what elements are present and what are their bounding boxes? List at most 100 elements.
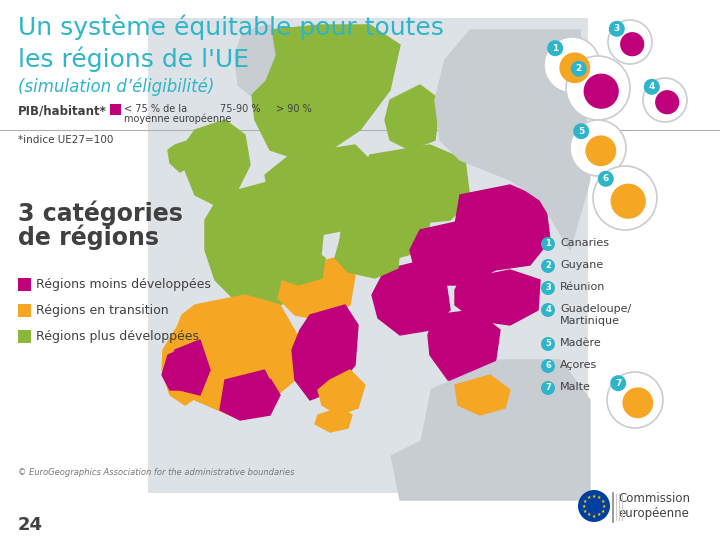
Text: 4: 4 [545,306,551,314]
Text: Guyane: Guyane [560,260,603,270]
Polygon shape [235,25,275,95]
FancyBboxPatch shape [18,304,31,317]
Text: Régions en transition: Régions en transition [36,304,168,317]
Text: ★: ★ [602,503,606,509]
Text: 4: 4 [649,82,655,91]
Text: ★: ★ [583,509,588,514]
Text: ★: ★ [587,512,591,517]
Text: Açores: Açores [560,360,598,370]
Text: 3: 3 [545,284,551,293]
Text: ★: ★ [597,495,601,500]
FancyBboxPatch shape [206,104,217,115]
Text: 24: 24 [18,516,43,534]
Circle shape [566,56,630,120]
Text: ★: ★ [600,509,605,514]
Polygon shape [250,25,400,160]
Text: *indice UE27=100: *indice UE27=100 [18,135,113,145]
Circle shape [593,166,657,230]
Circle shape [541,259,555,273]
Text: 2: 2 [545,261,551,271]
Text: Un système équitable pour toutes: Un système équitable pour toutes [18,14,444,39]
Polygon shape [272,370,430,460]
Text: PIB/habitant*: PIB/habitant* [18,105,107,118]
Text: Canaries: Canaries [560,238,609,248]
Circle shape [585,136,616,166]
Text: 5: 5 [545,340,551,348]
Polygon shape [455,270,540,325]
Polygon shape [162,320,205,405]
Circle shape [559,52,590,83]
Polygon shape [162,348,192,390]
Text: de régions: de régions [18,225,159,251]
Polygon shape [385,85,440,150]
FancyBboxPatch shape [18,330,31,343]
Text: ★: ★ [583,498,588,503]
Circle shape [541,381,555,395]
Text: 2: 2 [576,64,582,73]
Text: ★: ★ [600,498,605,503]
Circle shape [547,40,563,56]
Text: 7: 7 [615,379,621,388]
Text: 3 catégories: 3 catégories [18,200,183,226]
Polygon shape [340,210,430,260]
Circle shape [541,303,555,317]
Text: 1: 1 [552,44,558,53]
Polygon shape [428,310,500,385]
Text: Régions moins développées: Régions moins développées [36,278,211,291]
Circle shape [573,123,589,139]
Polygon shape [278,248,325,285]
Polygon shape [172,295,300,415]
Polygon shape [205,180,325,310]
Text: Régions plus développées: Régions plus développées [36,330,199,343]
FancyBboxPatch shape [18,278,31,291]
Text: Commission
européenne: Commission européenne [618,492,690,520]
Polygon shape [292,305,358,400]
Text: Madère: Madère [560,338,602,348]
Polygon shape [410,220,495,285]
Polygon shape [455,375,510,415]
FancyBboxPatch shape [110,104,121,115]
Circle shape [608,20,652,64]
Polygon shape [390,360,590,500]
Text: 5: 5 [578,127,585,136]
Polygon shape [220,370,280,420]
Circle shape [655,90,679,114]
FancyBboxPatch shape [262,104,273,115]
Circle shape [584,73,618,109]
Polygon shape [318,370,365,415]
Text: (simulation d’éligibilité): (simulation d’éligibilité) [18,78,215,97]
Polygon shape [372,260,450,335]
Text: Malte: Malte [560,382,591,392]
Text: 6: 6 [603,174,609,183]
Circle shape [607,372,663,428]
Polygon shape [455,185,550,270]
Circle shape [620,32,644,56]
Text: ★: ★ [592,514,596,518]
Polygon shape [335,230,400,278]
Circle shape [541,281,555,295]
Text: 7: 7 [545,383,551,393]
Text: 75-90 %: 75-90 % [220,104,261,114]
Polygon shape [315,408,352,432]
Polygon shape [262,335,290,378]
Polygon shape [435,30,590,250]
Text: les régions de l'UE: les régions de l'UE [18,46,249,71]
Circle shape [611,375,626,391]
Polygon shape [278,258,355,320]
Circle shape [611,184,646,219]
Circle shape [643,78,687,122]
Circle shape [544,37,600,93]
Text: Guadeloupe/
Martinique: Guadeloupe/ Martinique [560,304,631,326]
Text: ★: ★ [597,512,601,517]
Polygon shape [168,340,210,395]
Text: Réunion: Réunion [560,282,606,292]
Circle shape [541,359,555,373]
Text: © EuroGeographics Association for the administrative boundaries: © EuroGeographics Association for the ad… [18,468,294,477]
Circle shape [622,387,653,418]
Circle shape [541,337,555,351]
Polygon shape [182,120,250,205]
Text: moyenne européenne: moyenne européenne [124,114,231,125]
Text: 6: 6 [545,361,551,370]
Polygon shape [265,145,375,235]
Text: ★: ★ [587,495,591,500]
